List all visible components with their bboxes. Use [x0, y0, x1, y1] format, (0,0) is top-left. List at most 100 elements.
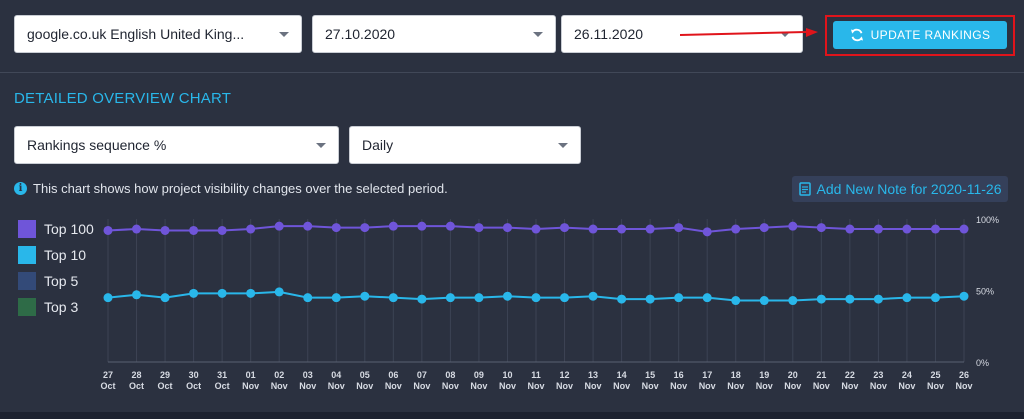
data-point [645, 224, 655, 234]
update-rankings-label: UPDATE RANKINGS [870, 28, 991, 42]
x-tick-month: Nov [927, 381, 944, 391]
x-tick-day: 08 [445, 370, 455, 380]
x-tick-day: 14 [617, 370, 627, 380]
section-title: DETAILED OVERVIEW CHART [14, 90, 232, 107]
data-point [930, 293, 940, 303]
refresh-icon [850, 28, 863, 42]
x-tick-month: Nov [642, 381, 659, 391]
legend-item[interactable]: Top 3 [18, 294, 94, 320]
x-tick-month: Nov [328, 381, 345, 391]
x-tick-day: 06 [388, 370, 398, 380]
chart-legend: Top 100 Top 10 Top 5 Top 3 [18, 216, 94, 320]
x-tick-month: Oct [186, 381, 201, 391]
x-tick-day: 12 [560, 370, 570, 380]
x-tick-month: Nov [470, 381, 487, 391]
x-tick-month: Oct [158, 381, 173, 391]
x-tick-day: 30 [189, 370, 199, 380]
data-point [189, 288, 199, 298]
x-tick-month: Nov [442, 381, 459, 391]
x-tick-month: Nov [271, 381, 288, 391]
x-tick-month: Nov [699, 381, 716, 391]
chart-info-text: This chart shows how project visibility … [33, 181, 448, 196]
data-point [531, 293, 541, 303]
x-tick-month: Oct [129, 381, 144, 391]
legend-label: Top 3 [44, 299, 79, 315]
x-tick-month: Nov [784, 381, 801, 391]
data-point [132, 290, 142, 300]
legend-swatch [18, 246, 36, 264]
highlight-box: UPDATE RANKINGS [825, 15, 1015, 56]
data-point [160, 225, 170, 235]
add-note-button[interactable]: Add New Note for 2020-11-26 [792, 176, 1008, 202]
x-tick-day: 26 [959, 370, 969, 380]
x-tick-day: 11 [531, 370, 541, 380]
chart-metric-select[interactable]: Rankings sequence % [14, 126, 339, 164]
data-point [816, 223, 826, 233]
date-to-value: 26.11.2020 [574, 26, 644, 42]
x-tick-day: 20 [788, 370, 798, 380]
data-point [560, 223, 570, 233]
search-engine-select[interactable]: google.co.uk English United King... [14, 15, 302, 53]
data-point [617, 224, 627, 234]
data-point [617, 294, 627, 304]
legend-swatch [18, 272, 36, 290]
search-engine-value: google.co.uk English United King... [27, 26, 245, 42]
x-tick-day: 02 [274, 370, 284, 380]
x-tick-month: Oct [100, 381, 115, 391]
x-tick-day: 23 [873, 370, 883, 380]
update-rankings-button[interactable]: UPDATE RANKINGS [833, 21, 1007, 49]
x-tick-day: 04 [331, 370, 341, 380]
legend-item[interactable]: Top 5 [18, 268, 94, 294]
data-point [588, 224, 598, 234]
x-tick-day: 17 [702, 370, 712, 380]
data-point [217, 288, 227, 298]
data-point [845, 224, 855, 234]
x-tick-month: Nov [527, 381, 544, 391]
data-point [788, 221, 798, 231]
date-from-select[interactable]: 27.10.2020 [312, 15, 556, 53]
legend-item[interactable]: Top 10 [18, 242, 94, 268]
chevron-down-icon [533, 31, 543, 37]
legend-item[interactable]: Top 100 [18, 216, 94, 242]
x-tick-day: 03 [303, 370, 313, 380]
x-tick-month: Nov [898, 381, 915, 391]
data-point [873, 294, 883, 304]
data-point [132, 224, 142, 234]
x-tick-month: Nov [413, 381, 430, 391]
data-point [930, 224, 940, 234]
x-tick-day: 10 [502, 370, 512, 380]
divider [0, 72, 1024, 73]
x-tick-day: 29 [160, 370, 170, 380]
data-point [274, 287, 284, 297]
chart-period-value: Daily [362, 137, 394, 153]
data-point [702, 227, 712, 237]
x-tick-day: 25 [930, 370, 940, 380]
data-point [531, 224, 541, 234]
chart-period-select[interactable]: Daily [349, 126, 581, 164]
data-point [731, 224, 741, 234]
x-tick-month: Nov [870, 381, 887, 391]
data-point [959, 224, 969, 234]
data-point [246, 224, 256, 234]
data-point [816, 294, 826, 304]
data-point [445, 221, 455, 231]
data-point [417, 294, 427, 304]
x-tick-day: 21 [816, 370, 826, 380]
bottom-scrollbar[interactable] [0, 412, 1024, 419]
data-point [788, 296, 798, 306]
x-tick-day: 07 [417, 370, 427, 380]
data-point [303, 293, 313, 303]
x-tick-month: Oct [215, 381, 230, 391]
chart-info: i This chart shows how project visibilit… [14, 181, 448, 196]
legend-label: Top 10 [44, 247, 87, 263]
info-icon: i [14, 182, 27, 195]
data-point [674, 293, 684, 303]
x-tick-month: Nov [813, 381, 830, 391]
data-point [246, 288, 256, 298]
x-tick-month: Nov [727, 381, 744, 391]
x-tick-month: Nov [756, 381, 773, 391]
x-tick-month: Nov [299, 381, 316, 391]
data-point [103, 225, 113, 235]
date-from-value: 27.10.2020 [325, 26, 396, 42]
data-point [303, 221, 313, 231]
